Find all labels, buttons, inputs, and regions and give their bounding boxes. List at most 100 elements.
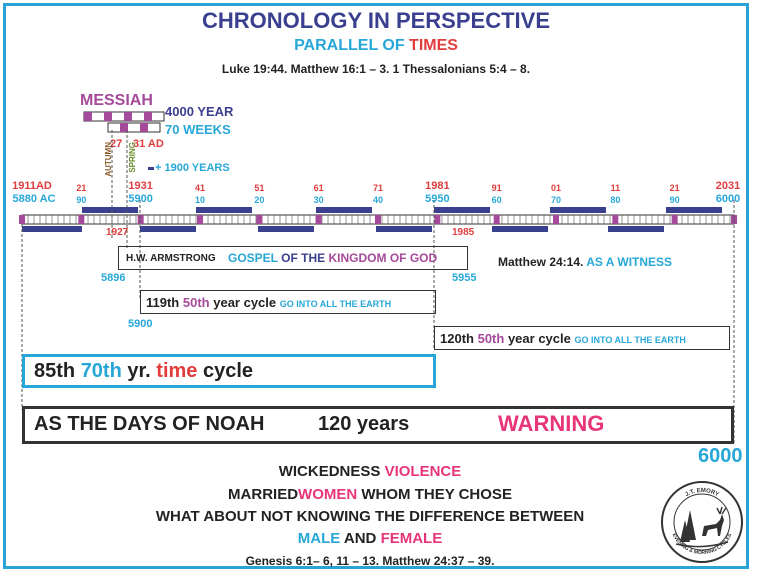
decade-marker bbox=[375, 215, 381, 224]
witness-ref: Matthew 24:14. bbox=[498, 255, 584, 269]
decade-marker bbox=[197, 215, 203, 224]
timeline-year-top: 21 bbox=[76, 183, 87, 193]
timeline-year-bottom: 20 bbox=[254, 195, 265, 205]
and-word: AND bbox=[343, 530, 377, 547]
timeline-year-top: 1911AD bbox=[12, 180, 52, 192]
married-word: MARRIED bbox=[228, 486, 299, 503]
timeline-year-top: 1931 bbox=[128, 180, 153, 192]
noah-box bbox=[22, 406, 734, 444]
timeline-year-bottom: 80 bbox=[610, 195, 621, 205]
timeline-year-bottom: 30 bbox=[313, 195, 324, 205]
decade-marker bbox=[256, 215, 263, 224]
messiah-label: MESSIAH bbox=[80, 92, 153, 109]
decade-marker bbox=[731, 215, 737, 224]
wickedness-word: WICKEDNESS bbox=[278, 463, 381, 480]
cycle-120-num: 120th bbox=[440, 331, 474, 346]
timeline-year-bottom: 6000 bbox=[715, 193, 741, 205]
decade-marker bbox=[78, 215, 85, 224]
cycle-85-time: time bbox=[156, 360, 198, 382]
timeline-year-bottom: 10 bbox=[194, 195, 206, 205]
cycle-119-box bbox=[140, 290, 436, 314]
witness-phrase: AS A WITNESS bbox=[586, 255, 673, 269]
timeline-year-bottom: 90 bbox=[669, 195, 680, 205]
dashed-guides bbox=[21, 130, 735, 445]
svg-text:J.T. EMORY: J.T. EMORY bbox=[684, 488, 719, 498]
timeline-year-top: 71 bbox=[372, 183, 384, 193]
year-1927-label: 1927 bbox=[106, 227, 129, 238]
cycle-85-box bbox=[22, 354, 436, 388]
timeline-year-bottom: 90 bbox=[76, 195, 87, 205]
decade-marker bbox=[315, 215, 322, 224]
timeline-year-bottom: 40 bbox=[372, 195, 384, 205]
bottom-references: Genesis 6:1– 6, 11 – 13. Matthew 24:37 –… bbox=[245, 554, 495, 568]
decade-marker bbox=[137, 215, 144, 224]
decade-marker bbox=[434, 215, 441, 224]
cycle-85-text: 85th 70th yr. time cycle bbox=[34, 360, 253, 383]
timeline-year-bottom: 5880 AC bbox=[12, 193, 56, 205]
timeline-year-top: 61 bbox=[313, 183, 324, 193]
cycle-120-fifty: 50th bbox=[477, 331, 505, 346]
upper-bars bbox=[82, 207, 722, 213]
cycle-120-go: GO INTO ALL THE EARTH bbox=[574, 335, 686, 345]
cycle-119-text: 119th 50th year cycle GO INTO ALL THE EA… bbox=[146, 295, 391, 310]
year-1985-label: 1985 bbox=[452, 227, 475, 238]
decade-marker bbox=[19, 215, 25, 224]
cycle-119-num: 119th bbox=[146, 295, 180, 310]
kingdom-word: KINGDOM OF GOD bbox=[328, 251, 438, 265]
cycle-120-text: 120th 50th year cycle GO INTO ALL THE EA… bbox=[440, 331, 686, 346]
cycle-85-yr: yr. bbox=[127, 360, 151, 382]
bottom-line-2: MARRIEDWOMEN WHOM THEY CHOSE bbox=[228, 486, 512, 503]
timeline-year-top: 91 bbox=[491, 183, 502, 193]
cycle-120-rest: year cycle bbox=[507, 331, 571, 346]
cycle-85-num: 85th bbox=[34, 360, 76, 382]
timeline-year-bottom: 60 bbox=[491, 195, 502, 205]
gospel-kingdom-text: GOSPEL OF THE KINGDOM OF GOD bbox=[228, 251, 437, 265]
violence-word: VIOLENCE bbox=[384, 463, 462, 480]
timeline-year-top: 01 bbox=[550, 183, 562, 193]
whom-word: WHOM THEY CHOSE bbox=[361, 486, 512, 503]
year-5896-label: 5896 bbox=[101, 272, 126, 284]
of-the-word: OF THE bbox=[281, 251, 326, 265]
lower-bars bbox=[22, 226, 664, 232]
timeline-year-top: 21 bbox=[669, 183, 680, 193]
outer-frame bbox=[3, 3, 749, 569]
messiah-tape bbox=[83, 111, 165, 170]
gospel-word: GOSPEL bbox=[228, 251, 278, 265]
timeline-year-bottom: 70 bbox=[550, 195, 562, 205]
page-title: CHRONOLOGY IN PERSPECTIVE bbox=[202, 8, 550, 33]
noah-years: 120 years bbox=[318, 413, 410, 435]
timeline-year-top: 51 bbox=[254, 183, 265, 193]
cycle-85-cycle: cycle bbox=[202, 360, 254, 382]
decade-marker bbox=[553, 215, 559, 224]
weeks-label: 70 WEEKS bbox=[165, 122, 231, 137]
year-4000-label: 4000 YEAR bbox=[165, 104, 234, 119]
cycle-85-seventy: 70th bbox=[80, 360, 122, 382]
timeline-year-top: 2031 bbox=[715, 180, 741, 192]
deer-logo: J.T. EMORY EVENING & MORNING CYCLES bbox=[661, 481, 743, 563]
bottom-line-3: WHAT ABOUT NOT KNOWING THE DIFFERENCE BE… bbox=[155, 508, 585, 525]
male-word: MALE bbox=[297, 530, 341, 547]
end-year-label: 6000 bbox=[698, 445, 743, 467]
gospel-box bbox=[118, 246, 468, 270]
decade-marker bbox=[671, 215, 678, 224]
year-31-label: 31 AD bbox=[133, 138, 164, 150]
female-word: FEMALE bbox=[380, 530, 443, 547]
bottom-line-4: MALE AND FEMALE bbox=[298, 530, 442, 547]
tick-tape bbox=[19, 214, 737, 225]
subtitle-highlight: TIMES bbox=[409, 37, 458, 54]
armstrong-label: H.W. ARMSTRONG bbox=[126, 253, 216, 264]
plus-years-label: + 1900 YEARS bbox=[155, 162, 230, 174]
page-subtitle: PARALLEL OF TIMES bbox=[294, 37, 458, 55]
bottom-line-1: WICKEDNESS VIOLENCE bbox=[279, 463, 462, 480]
decade-marker bbox=[493, 215, 500, 224]
year-27-label: 27 bbox=[110, 138, 123, 150]
year-5900-label: 5900 bbox=[128, 318, 153, 330]
timeline-year-bottom: 5950 bbox=[425, 193, 450, 205]
decade-marker bbox=[612, 215, 619, 224]
witness-text: Matthew 24:14. AS A WITNESS bbox=[498, 255, 672, 269]
year-5955-label: 5955 bbox=[452, 272, 477, 284]
logo-top-text: J.T. EMORY bbox=[684, 488, 719, 498]
cycle-120-box bbox=[434, 326, 730, 350]
